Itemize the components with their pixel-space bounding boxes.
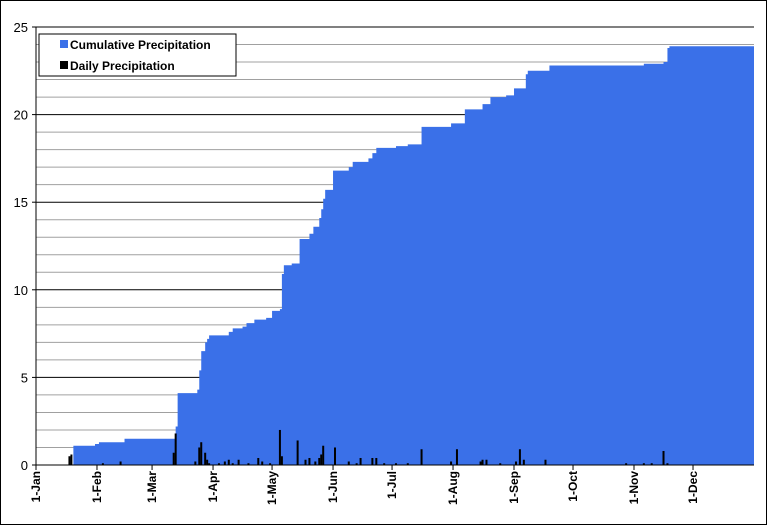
daily-bar xyxy=(280,456,283,465)
x-tick-label: 1-Dec xyxy=(686,471,700,504)
daily-bar xyxy=(314,461,317,465)
daily-bar xyxy=(198,447,201,465)
daily-bar xyxy=(450,461,453,465)
daily-bar xyxy=(227,459,230,465)
daily-bar xyxy=(308,457,311,465)
daily-bar xyxy=(247,463,250,465)
daily-bar xyxy=(375,457,378,465)
daily-bar xyxy=(371,457,374,465)
daily-bar xyxy=(642,463,645,465)
daily-bar xyxy=(662,450,665,465)
daily-bar xyxy=(200,442,203,465)
legend-swatch-cumulative xyxy=(60,40,68,48)
daily-bar xyxy=(420,449,423,465)
legend-box xyxy=(38,33,237,77)
x-tick-label: 1-Feb xyxy=(90,471,104,503)
daily-bar xyxy=(544,459,547,465)
y-tick-label: 20 xyxy=(14,108,28,123)
y-tick-label: 15 xyxy=(14,195,28,210)
y-tick-label: 5 xyxy=(21,370,28,385)
x-tick-label: 1-Oct xyxy=(566,471,580,502)
daily-bar xyxy=(223,461,226,465)
daily-bar xyxy=(237,459,240,465)
x-tick-label: 1-Mar xyxy=(145,471,159,503)
daily-bar xyxy=(318,457,321,465)
daily-bar xyxy=(322,445,325,465)
daily-bar xyxy=(499,463,502,465)
x-tick-label: 1-Jul xyxy=(385,471,399,499)
x-tick-label: 1-May xyxy=(265,471,279,505)
x-tick-label: 1-Aug xyxy=(446,471,460,505)
daily-bar xyxy=(518,449,521,465)
x-tick-label: 1-Apr xyxy=(206,471,220,503)
daily-bar xyxy=(194,461,197,465)
daily-bar xyxy=(261,461,264,465)
daily-bar xyxy=(257,457,260,465)
area-layer xyxy=(36,46,754,465)
daily-bar xyxy=(119,461,122,465)
daily-bar xyxy=(455,449,458,465)
daily-bar xyxy=(204,452,207,465)
bar-layer xyxy=(68,429,669,465)
daily-bar xyxy=(355,463,358,465)
daily-bar xyxy=(231,463,234,465)
daily-bar xyxy=(383,463,386,465)
daily-bar xyxy=(334,447,337,465)
daily-bar xyxy=(485,459,488,465)
y-tick-label: 10 xyxy=(14,283,28,298)
daily-bar xyxy=(394,463,397,465)
daily-bar xyxy=(625,463,628,465)
legend-label-cumulative: Cumulative Precipitation xyxy=(70,38,211,52)
x-tick-label: 1-Jan xyxy=(29,471,43,502)
legend-label-daily: Daily Precipitation xyxy=(70,59,175,73)
daily-bar xyxy=(514,461,517,465)
daily-bar xyxy=(359,457,362,465)
daily-bar xyxy=(304,459,307,465)
daily-bar xyxy=(172,452,175,465)
daily-bar xyxy=(269,463,272,465)
daily-bar xyxy=(70,454,73,465)
x-tick-label: 1-Jun xyxy=(326,471,340,503)
daily-bar xyxy=(666,463,669,465)
legend: Cumulative Precipitation Daily Precipita… xyxy=(38,33,237,77)
daily-bar xyxy=(650,463,653,465)
x-tick-label: 1-Nov xyxy=(627,471,641,505)
daily-bar xyxy=(206,459,209,465)
daily-bar xyxy=(174,433,177,465)
daily-bar xyxy=(522,459,525,465)
y-tick-label: 0 xyxy=(21,458,28,473)
axis-layer: 0 5 10 15 20 25 1-Jan 1-Feb 1-Mar 1-Apr 1-May 1-Jun… xyxy=(14,20,754,505)
daily-bar xyxy=(347,461,350,465)
daily-bar xyxy=(320,454,323,465)
daily-bar xyxy=(296,440,299,465)
legend-swatch-daily xyxy=(60,61,68,69)
x-tick-label: 1-Sep xyxy=(507,471,521,504)
daily-bar xyxy=(406,463,409,465)
daily-bar xyxy=(208,463,211,465)
y-tick-label: 25 xyxy=(14,20,28,35)
daily-bar xyxy=(479,461,482,465)
daily-bar xyxy=(217,463,220,465)
daily-bar xyxy=(481,459,484,465)
daily-bar xyxy=(68,456,71,465)
daily-bar xyxy=(278,429,281,465)
cumulative-area xyxy=(36,46,754,465)
daily-bar xyxy=(101,463,104,465)
